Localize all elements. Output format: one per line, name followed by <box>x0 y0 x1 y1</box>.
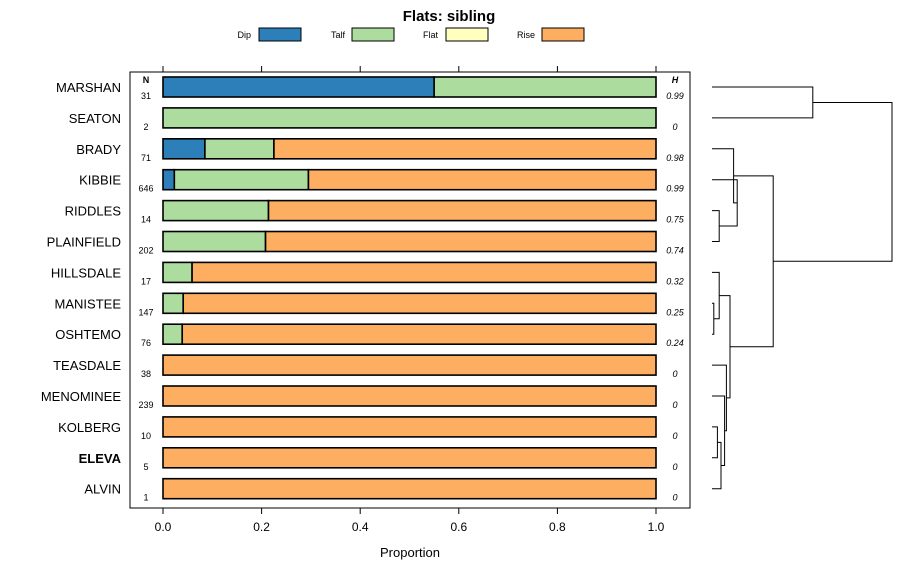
row-h-marshan: 0.99 <box>666 91 684 101</box>
dendrogram-link-8 <box>712 441 722 490</box>
x-tick-label-5: 1.0 <box>648 520 665 534</box>
x-tick-label-1: 0.2 <box>253 520 270 534</box>
row-n-alvin: 1 <box>143 493 148 503</box>
bar-segment-riddles-rise <box>267 199 657 222</box>
row-n-oshtemo: 76 <box>141 338 151 348</box>
row-h-eleva: 0 <box>672 462 677 472</box>
row-label-kolberg: KOLBERG <box>58 420 121 435</box>
legend-swatch-rise <box>541 27 585 42</box>
row-n-kolberg: 10 <box>141 431 151 441</box>
dendrogram-link-7 <box>712 426 718 459</box>
row-label-teasdale: TEASDALE <box>53 358 121 373</box>
dendrogram-link-1 <box>712 86 814 119</box>
dendrogram-link-5 <box>712 302 715 335</box>
row-h-kibbie: 0.99 <box>666 184 684 194</box>
bar-segment-manistee-talf <box>162 292 185 315</box>
row-n-kibbie: 646 <box>138 184 153 194</box>
row-label-eleva: ELEVA <box>79 451 122 466</box>
row-label-riddles: RIDDLES <box>65 204 122 219</box>
dendrogram-link-9 <box>712 395 726 467</box>
row-h-alvin: 0 <box>672 493 677 503</box>
h-column-header: H <box>672 75 679 85</box>
row-h-seaton: 0 <box>672 122 677 132</box>
row-label-alvin: ALVIN <box>84 482 121 497</box>
dendrogram-link-12 <box>730 175 774 348</box>
dendrogram-link-11 <box>719 295 731 399</box>
bar-segment-manistee-rise <box>182 292 657 315</box>
row-label-manistee: MANISTEE <box>55 296 122 311</box>
row-label-marshan: MARSHAN <box>56 80 121 95</box>
dendrogram-link-4 <box>712 148 738 204</box>
legend-label-rise: Rise <box>517 30 535 40</box>
bar-segment-seaton-talf <box>162 107 657 129</box>
bar-segment-menominee-rise <box>162 385 657 407</box>
row-label-oshtemo: OSHTEMO <box>55 327 121 342</box>
row-n-teasdale: 38 <box>141 369 151 379</box>
row-label-brady: BRADY <box>76 142 121 157</box>
row-n-plainfield: 202 <box>138 246 153 256</box>
bar-segment-marshan-dip <box>162 76 435 98</box>
legend-swatch-talf <box>351 27 395 42</box>
bar-segment-kolberg-rise <box>162 416 657 438</box>
row-n-eleva: 5 <box>143 462 148 472</box>
row-h-plainfield: 0.74 <box>666 246 684 256</box>
legend-label-talf: Talf <box>331 30 346 40</box>
row-n-hillsdale: 17 <box>141 276 151 286</box>
row-h-brady: 0.98 <box>666 153 684 163</box>
bar-segment-brady-rise <box>273 138 657 160</box>
bar-segment-teasdale-rise <box>162 354 657 376</box>
x-axis-label: Proportion <box>380 545 440 560</box>
n-column-header: N <box>143 75 150 85</box>
bar-segment-marshan-talf <box>433 76 657 98</box>
bar-segment-brady-talf <box>204 138 275 160</box>
row-label-kibbie: KIBBIE <box>79 173 121 188</box>
plot-panel <box>129 71 691 509</box>
x-tick-label-2: 0.4 <box>352 520 369 534</box>
row-h-manistee: 0.25 <box>666 307 685 317</box>
row-label-seaton: SEATON <box>69 111 121 126</box>
chart-title: Flats: sibling <box>403 8 496 25</box>
dendrogram-link-2 <box>712 210 720 242</box>
bar-segment-hillsdale-rise <box>191 261 657 284</box>
row-n-brady: 71 <box>141 153 151 163</box>
row-h-kolberg: 0 <box>672 431 677 441</box>
row-h-riddles: 0.75 <box>666 215 685 225</box>
row-label-menominee: MENOMINEE <box>41 389 122 404</box>
row-h-menominee: 0 <box>672 400 677 410</box>
dendrogram-link-6 <box>712 271 720 320</box>
dendrogram-link-13 <box>773 101 893 262</box>
dendrogram <box>712 86 893 490</box>
x-tick-label-3: 0.6 <box>450 520 467 534</box>
bar-segment-kibbie-dip <box>162 168 176 191</box>
row-n-menominee: 239 <box>138 400 153 410</box>
bar-segment-plainfield-rise <box>264 230 657 253</box>
row-n-marshan: 31 <box>141 91 151 101</box>
row-h-oshtemo: 0.24 <box>666 338 684 348</box>
legend-swatch-dip <box>258 27 302 42</box>
bar-segment-kibbie-rise <box>307 168 657 191</box>
row-label-plainfield: PLAINFIELD <box>47 235 121 250</box>
bar-segment-riddles-talf <box>162 199 270 222</box>
bar-segment-oshtemo-rise <box>181 323 657 346</box>
legend-label-flat: Flat <box>423 30 439 40</box>
bar-segment-brady-dip <box>162 138 206 160</box>
row-h-teasdale: 0 <box>672 369 677 379</box>
bar-segment-kibbie-talf <box>173 168 310 191</box>
row-n-riddles: 14 <box>141 215 151 225</box>
legend-swatch-flat <box>445 27 489 42</box>
row-label-hillsdale: HILLSDALE <box>51 265 121 280</box>
bar-segment-hillsdale-talf <box>162 261 193 284</box>
bar-segment-alvin-rise <box>162 477 657 500</box>
x-tick-label-0: 0.0 <box>155 520 172 534</box>
row-n-seaton: 2 <box>143 122 148 132</box>
row-h-hillsdale: 0.32 <box>666 276 684 286</box>
x-tick-label-4: 0.8 <box>549 520 566 534</box>
row-n-manistee: 147 <box>138 307 153 317</box>
bar-segment-plainfield-talf <box>162 230 267 253</box>
legend-label-dip: Dip <box>237 30 251 40</box>
bar-segment-oshtemo-talf <box>162 323 184 346</box>
bar-segment-eleva-rise <box>162 446 657 469</box>
